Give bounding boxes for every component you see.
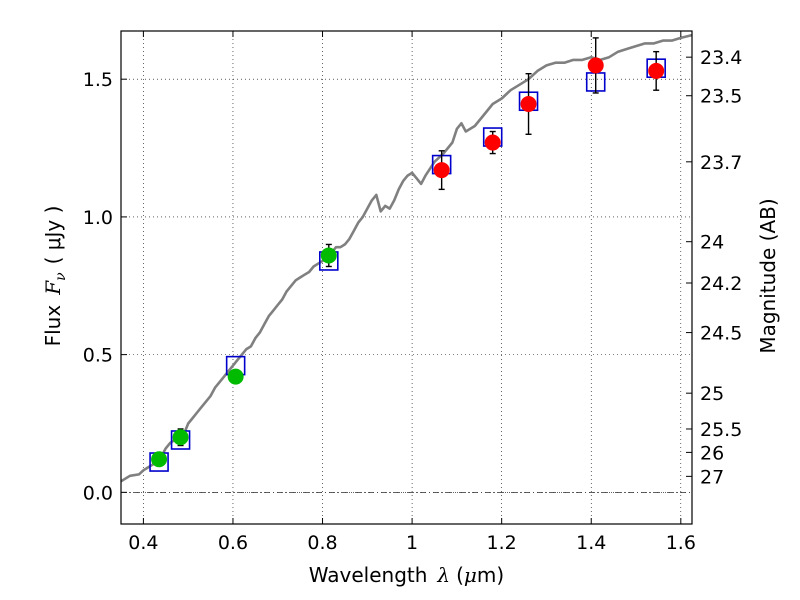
optical-photometry-point [152,452,167,467]
y-tick-label: 0.0 [83,482,113,504]
y2-tick-label: 27 [700,466,724,488]
x-tick-label: 0.8 [307,532,337,554]
nir-photometry-point [649,63,664,78]
optical-photometry-point [173,430,188,445]
y2-tick-label: 24.5 [700,323,742,345]
grid [121,31,692,524]
y2-tick-label: 23.4 [700,47,742,69]
x-tick-label: 1.4 [576,532,606,554]
x-tick-label: 0.4 [128,532,158,554]
optical-photometry-point [321,248,336,263]
x-axis-label: Wavelength λ (μm) [309,563,504,587]
x-tick-label: 0.6 [218,532,248,554]
nir-photometry-point [434,163,449,178]
sed-model-series [121,35,692,481]
y2-tick-label: 23.5 [700,86,742,108]
y-axis-label: FluxFν( μJy ) [41,206,69,347]
axis-ticks: 0.4 0.6 0.8 1 1.2 1.4 1.6 0.0 0.5 1.0 1.5 23.4 23.5 2… [83,31,743,554]
y2-tick-label: 25 [700,383,724,405]
y2-axis-label: Magnitude (AB) [756,198,780,353]
photometry-markers [150,38,665,471]
y2-tick-label: 25.5 [700,419,742,441]
plot-frame [121,31,692,524]
y-tick-label: 1.0 [83,207,113,229]
y-tick-label: 1.5 [83,69,113,91]
y2-tick-label: 24 [700,232,724,254]
nir-photometry-point [521,96,536,111]
nir-photometry-point [588,58,603,73]
sed-model-line [121,35,692,481]
chart-canvas: 0.4 0.6 0.8 1 1.2 1.4 1.6 0.0 0.5 1.0 1.5 23.4 23.5 2… [0,0,800,600]
x-tick-label: 1.6 [666,532,696,554]
nir-photometry-point [485,135,500,150]
y-tick-label: 0.5 [83,345,113,367]
x-tick-label: 1.2 [487,532,517,554]
optical-photometry-point [228,369,243,384]
y2-tick-label: 26 [700,442,724,464]
x-tick-label: 1 [406,532,418,554]
y2-tick-label: 24.2 [700,273,742,295]
y2-tick-label: 23.7 [700,152,742,174]
